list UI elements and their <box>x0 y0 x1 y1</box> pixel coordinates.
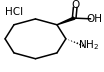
Text: NH$_2$: NH$_2$ <box>78 39 99 52</box>
Polygon shape <box>57 17 75 25</box>
Text: OH: OH <box>87 14 103 24</box>
Text: HCl: HCl <box>5 7 23 17</box>
Text: O: O <box>71 0 79 10</box>
